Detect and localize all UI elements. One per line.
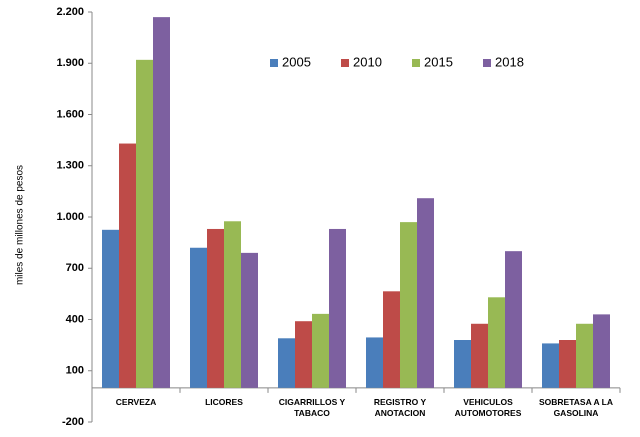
x-tick-label: REGISTRO Y ANOTACION (373, 396, 427, 418)
bar (119, 143, 136, 388)
legend-swatch (483, 59, 491, 67)
x-tick-label: LICORES (205, 396, 243, 407)
bar (102, 229, 119, 388)
y-tick-label: 2.200 (56, 6, 84, 18)
bar (400, 222, 417, 388)
bar (454, 340, 471, 388)
bar (505, 251, 522, 388)
y-tick-label: 1.000 (56, 211, 84, 223)
y-tick-label: -200 (62, 416, 84, 428)
y-tick-label: 700 (66, 262, 84, 274)
x-tick-label: SOBRETASA A LA GASOLINA (539, 396, 613, 418)
bar (136, 59, 153, 388)
bar (593, 314, 610, 388)
y-tick-label: 1.900 (56, 57, 84, 69)
bar (329, 228, 346, 388)
bar (207, 228, 224, 388)
y-tick-label: 1.600 (56, 108, 84, 120)
y-axis-label: miles de millones de pesos (15, 165, 26, 285)
bar (190, 247, 207, 388)
bar (488, 297, 505, 388)
x-tick-label: CERVEZA (115, 396, 157, 407)
legend-label: 2010 (353, 54, 382, 69)
y-tick-label: 1.300 (56, 160, 84, 172)
legend-swatch (341, 59, 349, 67)
legend-swatch (270, 59, 278, 67)
legend-label: 2018 (495, 54, 524, 69)
x-tick-label: CIGARRILLOS Y TABACO (278, 396, 346, 418)
bar (471, 323, 488, 388)
bar (383, 291, 400, 388)
legend-label: 2015 (424, 54, 453, 69)
bar (417, 198, 434, 388)
x-tick-label: VEHICULOS AUTOMOTORES (454, 396, 522, 418)
bar (241, 252, 258, 388)
bar (312, 313, 329, 388)
legend-swatch (412, 59, 420, 67)
legend-label: 2005 (282, 54, 311, 69)
y-tick-label: 100 (66, 365, 84, 377)
bar (366, 337, 383, 388)
y-tick-label: 400 (66, 313, 84, 325)
bar (153, 17, 170, 388)
bar (224, 221, 241, 388)
bar (278, 338, 295, 388)
bar (295, 321, 312, 388)
bar (542, 343, 559, 388)
bar (576, 323, 593, 388)
bar (559, 340, 576, 388)
